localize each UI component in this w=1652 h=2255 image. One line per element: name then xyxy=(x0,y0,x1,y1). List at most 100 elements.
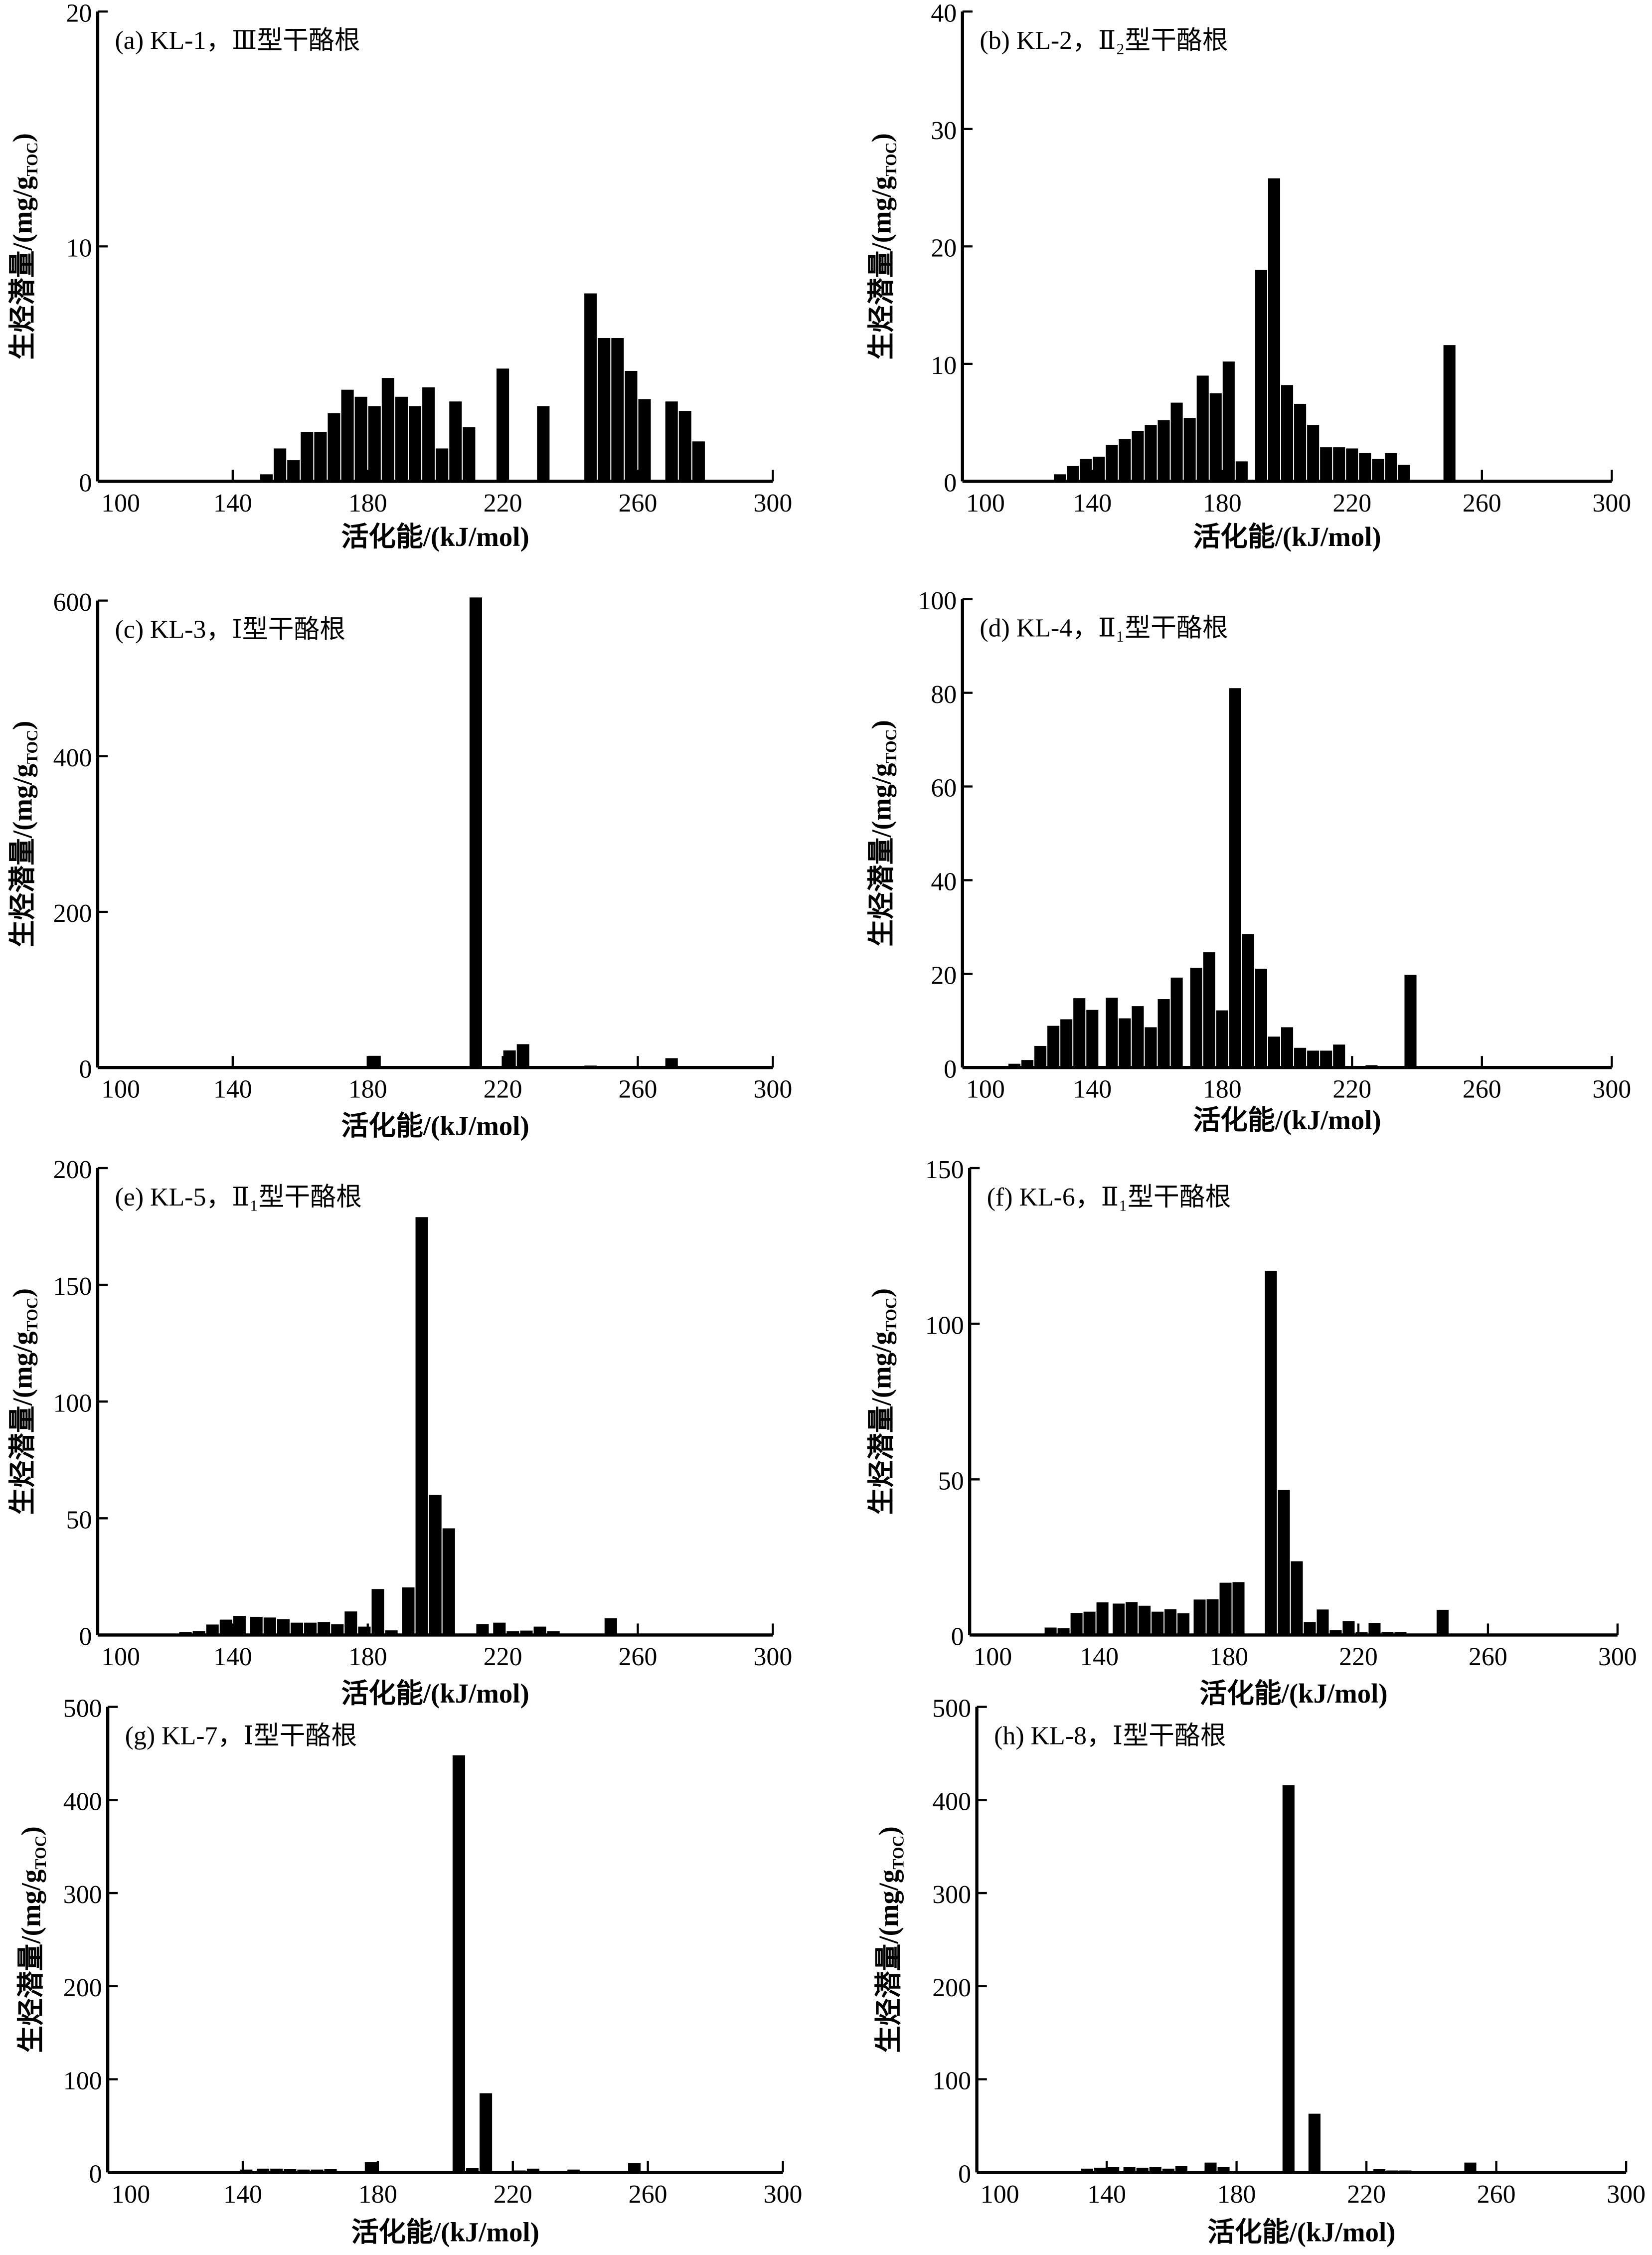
bar xyxy=(1157,999,1170,1068)
y-tick-label: 300 xyxy=(932,1881,971,1909)
y-axis-label-subscript: TOC xyxy=(882,729,900,763)
x-tick-label: 300 xyxy=(753,1643,792,1671)
bar xyxy=(408,406,422,482)
bar xyxy=(344,1611,357,1635)
bar xyxy=(1268,178,1281,482)
bar xyxy=(506,1631,519,1635)
x-tick-label: 100 xyxy=(973,1643,1012,1671)
bar xyxy=(1021,1060,1034,1068)
bar xyxy=(678,411,691,482)
x-axis-label: 活化能/(kJ/mol) xyxy=(1207,2217,1395,2248)
bar xyxy=(1149,2167,1161,2173)
x-tick-label: 180 xyxy=(1217,2180,1256,2209)
panel-title: (d) KL-4，Ⅱ₁型干酪根 xyxy=(980,614,1228,643)
bar xyxy=(1294,403,1307,482)
bar xyxy=(314,432,327,482)
y-axis-label: 生烃潜量/(mg/gTOC) xyxy=(7,133,41,359)
bar xyxy=(1175,2166,1187,2173)
x-tick-label: 300 xyxy=(1592,489,1631,518)
bar xyxy=(206,1624,219,1635)
x-tick-label: 220 xyxy=(484,1643,522,1671)
y-tick-label: 0 xyxy=(958,2160,971,2188)
x-tick-label: 220 xyxy=(1332,489,1371,518)
y-tick-label: 50 xyxy=(66,1506,92,1535)
bar xyxy=(1152,1611,1164,1635)
panel-h: 100 140 180 220 260 300 0 100 200 300 400 500 (h) KL… xyxy=(873,1695,1646,2248)
bar xyxy=(371,1589,384,1635)
bar xyxy=(476,1624,489,1635)
bar xyxy=(547,1631,560,1635)
x-tick-label: 220 xyxy=(1332,1075,1371,1104)
y-axis-label-main: 生烃潜量/(mg/g xyxy=(866,176,897,359)
bar xyxy=(1136,2167,1149,2173)
bar xyxy=(463,427,476,482)
bar xyxy=(318,1622,330,1635)
bar xyxy=(665,401,678,482)
bar xyxy=(402,1587,415,1635)
bar xyxy=(395,396,408,482)
bar xyxy=(1281,1027,1294,1068)
panel-c: 100 140 180 220 260 300 0 200 400 600 (c) KL-3，Ⅰ型干… xyxy=(7,588,792,1141)
bar xyxy=(1436,1609,1449,1635)
x-tick-label: 260 xyxy=(619,489,658,518)
y-tick-label: 100 xyxy=(63,2067,102,2095)
bar xyxy=(260,474,273,482)
y-tick-label: 40 xyxy=(931,0,957,27)
y-axis-label-subscript: TOC xyxy=(890,1835,907,1869)
x-tick-label: 260 xyxy=(1463,489,1501,518)
bar xyxy=(1372,459,1384,482)
x-tick-label: 260 xyxy=(629,2180,667,2209)
bar xyxy=(274,448,287,482)
y-axis-label: 生烃潜量/(mg/gTOC) xyxy=(866,133,900,359)
y-tick-label: 400 xyxy=(53,744,92,772)
y-tick-label: 30 xyxy=(931,117,957,145)
bar xyxy=(469,597,482,1068)
bar xyxy=(1190,968,1202,1068)
x-tick-label: 260 xyxy=(619,1075,658,1104)
y-axis-label-end: ) xyxy=(866,720,897,729)
bar xyxy=(1229,688,1241,1068)
x-tick-label: 140 xyxy=(1080,1643,1119,1671)
bar xyxy=(452,1755,465,2173)
x-tick-label: 180 xyxy=(348,1075,387,1104)
x-axis-label: 活化能/(kJ/mol) xyxy=(341,1678,529,1709)
x-tick-label: 300 xyxy=(764,2180,803,2209)
x-tick-label: 100 xyxy=(966,489,1005,518)
bar xyxy=(1398,465,1410,482)
y-axis-label-main: 生烃潜量/(mg/g xyxy=(866,763,897,947)
x-tick-label: 220 xyxy=(1339,1643,1378,1671)
y-tick-label: 200 xyxy=(53,1156,92,1184)
bar xyxy=(381,378,394,482)
bar xyxy=(341,389,354,482)
bar xyxy=(1123,2167,1136,2173)
bar xyxy=(1139,1605,1151,1635)
bar xyxy=(1094,2167,1107,2173)
y-tick-label: 500 xyxy=(63,1695,102,1723)
bar xyxy=(1291,1561,1303,1635)
bar xyxy=(354,396,367,482)
bar xyxy=(1081,2168,1094,2173)
y-axis-label-end: ) xyxy=(7,1288,37,1297)
bar xyxy=(692,441,705,482)
bar xyxy=(520,1630,533,1635)
y-tick-label: 100 xyxy=(932,2067,971,2095)
y-axis-label-main: 生烃潜量/(mg/g xyxy=(866,1331,897,1515)
y-axis-label: 生烃潜量/(mg/gTOC) xyxy=(7,721,41,947)
x-tick-label: 180 xyxy=(1209,1643,1248,1671)
bar xyxy=(1119,439,1131,482)
bar xyxy=(533,1626,546,1635)
bar xyxy=(1080,459,1092,482)
bar xyxy=(1268,1037,1281,1068)
bar xyxy=(324,2169,337,2173)
x-tick-label: 220 xyxy=(484,489,522,518)
y-tick-label: 200 xyxy=(53,899,92,928)
bar xyxy=(1294,1047,1307,1068)
y-axis-label-subscript: TOC xyxy=(23,1297,41,1331)
x-tick-label: 140 xyxy=(1087,2180,1126,2209)
bar xyxy=(219,1619,232,1635)
x-tick-label: 180 xyxy=(348,1643,387,1671)
bar xyxy=(284,2169,297,2173)
x-tick-label: 100 xyxy=(111,2180,150,2209)
bar xyxy=(665,1058,678,1068)
bar xyxy=(1177,1613,1190,1635)
